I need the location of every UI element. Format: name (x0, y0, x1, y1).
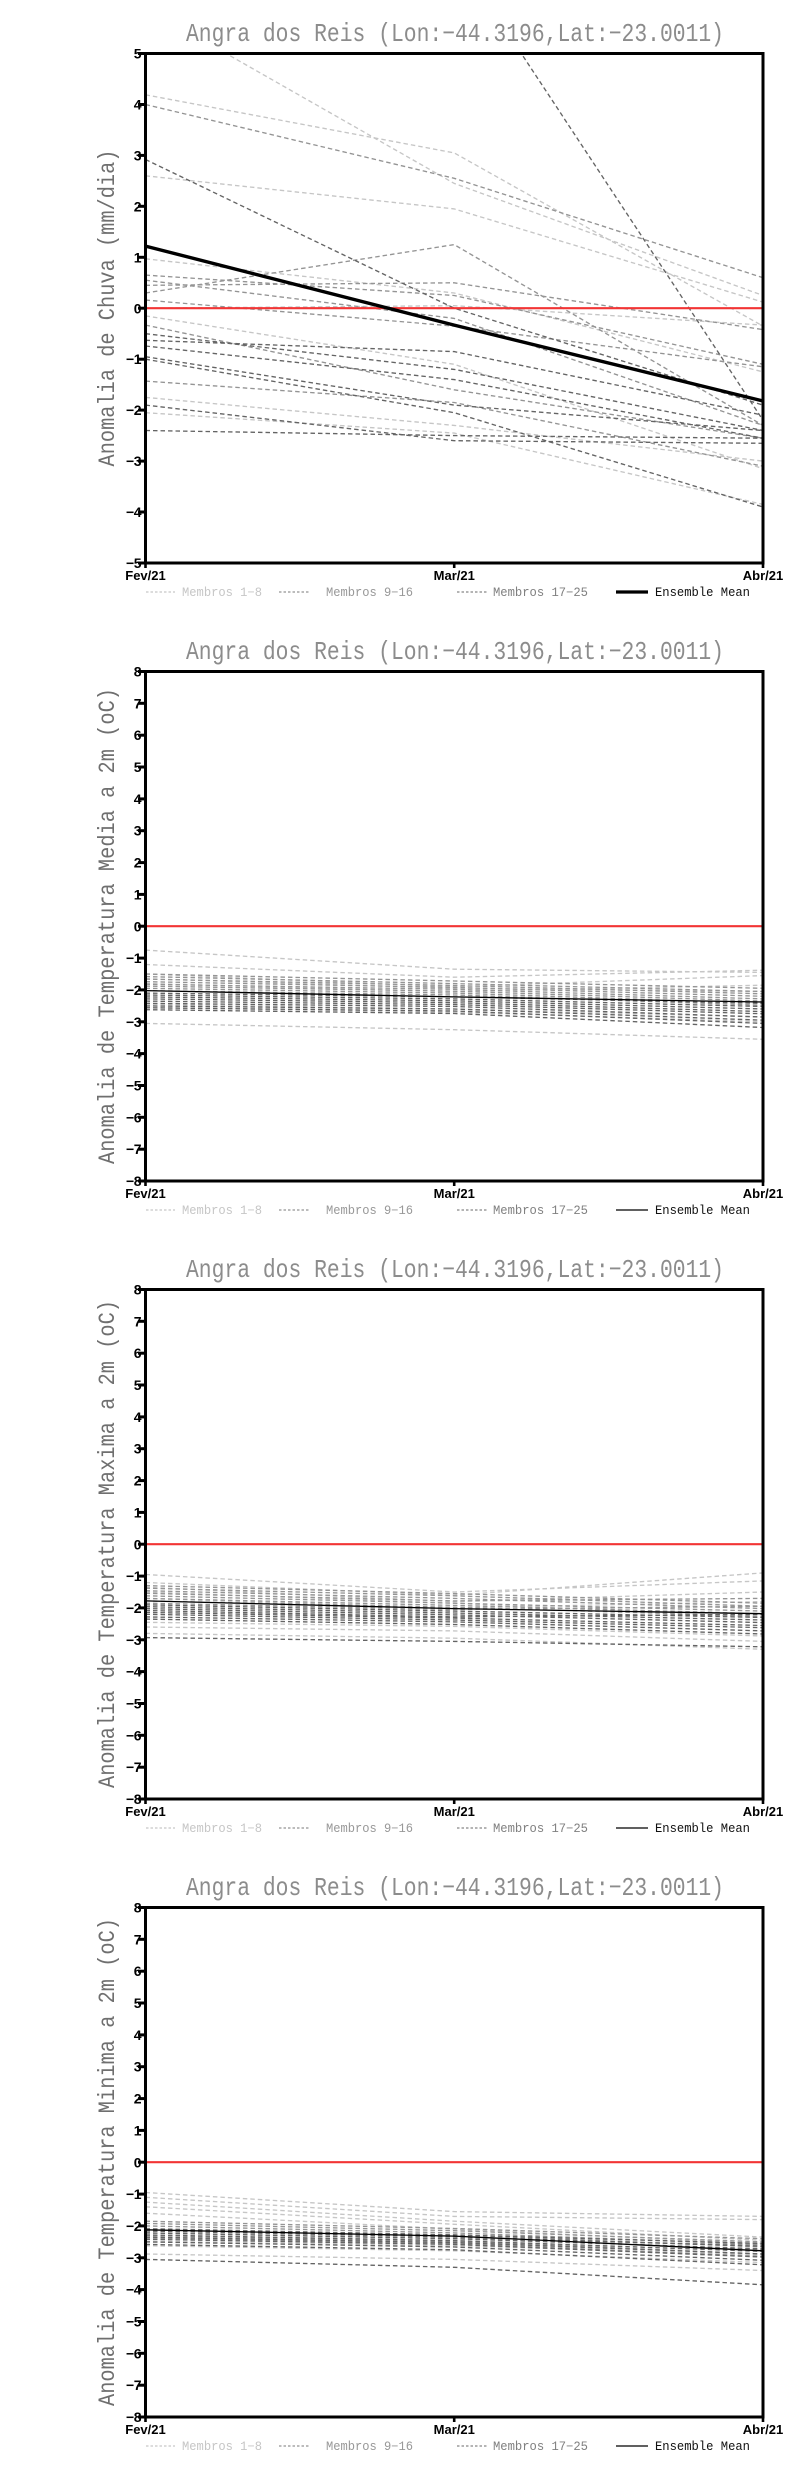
svg-text:−7: −7 (126, 2377, 142, 2393)
svg-text:4: 4 (134, 791, 142, 807)
svg-text:−6: −6 (126, 2345, 142, 2361)
svg-text:8: 8 (134, 1900, 142, 1916)
svg-text:Ensemble Mean: Ensemble Mean (655, 1822, 750, 1836)
svg-text:Angra dos Reis (Lon:−44.3196,L: Angra dos Reis (Lon:−44.3196,Lat:−23.001… (186, 19, 724, 49)
svg-text:Membros 9−16: Membros 9−16 (326, 586, 413, 600)
svg-text:−4: −4 (126, 1664, 142, 1680)
svg-text:0: 0 (134, 918, 142, 934)
svg-text:−5: −5 (126, 555, 142, 571)
svg-text:Angra dos Reis (Lon:−44.3196,L: Angra dos Reis (Lon:−44.3196,Lat:−23.001… (186, 1873, 724, 1903)
svg-text:−7: −7 (126, 1759, 142, 1775)
svg-text:−8: −8 (126, 1791, 142, 1807)
svg-text:−1: −1 (126, 950, 142, 966)
svg-text:3: 3 (134, 147, 142, 163)
svg-text:−5: −5 (126, 1077, 142, 1093)
svg-text:Angra dos Reis (Lon:−44.3196,L: Angra dos Reis (Lon:−44.3196,Lat:−23.001… (186, 637, 724, 667)
svg-text:−8: −8 (126, 1173, 142, 1189)
svg-text:−2: −2 (126, 1600, 142, 1616)
svg-text:Ensemble Mean: Ensemble Mean (655, 2440, 750, 2454)
svg-text:−3: −3 (126, 453, 142, 469)
svg-text:−5: −5 (126, 2313, 142, 2329)
svg-text:3: 3 (134, 2059, 142, 2075)
svg-text:0: 0 (134, 2154, 142, 2170)
svg-text:Membros 17−25: Membros 17−25 (493, 1822, 588, 1836)
svg-text:8: 8 (134, 664, 142, 680)
svg-text:−2: −2 (126, 402, 142, 418)
svg-text:−7: −7 (126, 1141, 142, 1157)
svg-text:−2: −2 (126, 982, 142, 998)
svg-text:−1: −1 (126, 1568, 142, 1584)
svg-text:1: 1 (134, 249, 142, 265)
svg-text:2: 2 (134, 1473, 142, 1489)
svg-text:−4: −4 (126, 1046, 142, 1062)
svg-text:−1: −1 (126, 351, 142, 367)
svg-text:0: 0 (134, 1536, 142, 1552)
svg-text:Ensemble Mean: Ensemble Mean (655, 586, 750, 600)
svg-text:Membros 9−16: Membros 9−16 (326, 1204, 413, 1218)
svg-text:7: 7 (134, 1313, 142, 1329)
svg-text:2: 2 (134, 855, 142, 871)
svg-text:0: 0 (134, 300, 142, 316)
svg-text:2: 2 (134, 198, 142, 214)
svg-text:Membros 1−8: Membros 1−8 (182, 1204, 262, 1218)
svg-text:−4: −4 (126, 504, 142, 520)
svg-text:5: 5 (134, 759, 142, 775)
svg-text:3: 3 (134, 1441, 142, 1457)
svg-text:Membros 1−8: Membros 1−8 (182, 586, 262, 600)
svg-text:Mar/21: Mar/21 (434, 1186, 475, 1201)
svg-text:7: 7 (134, 1931, 142, 1947)
svg-text:4: 4 (134, 1409, 142, 1425)
svg-text:−8: −8 (126, 2409, 142, 2425)
svg-text:−6: −6 (126, 1109, 142, 1125)
svg-text:6: 6 (134, 1963, 142, 1979)
svg-text:−2: −2 (126, 2218, 142, 2234)
svg-text:Anomalia de Chuva (mm/dia): Anomalia de Chuva (mm/dia) (95, 150, 121, 467)
svg-text:1: 1 (134, 886, 142, 902)
svg-text:Membros 17−25: Membros 17−25 (493, 586, 588, 600)
svg-text:−4: −4 (126, 2282, 142, 2298)
svg-text:−1: −1 (126, 2186, 142, 2202)
svg-text:1: 1 (134, 2122, 142, 2138)
svg-text:Mar/21: Mar/21 (434, 2422, 475, 2437)
svg-text:Membros 1−8: Membros 1−8 (182, 1822, 262, 1836)
svg-text:Fev/21: Fev/21 (125, 1804, 165, 1819)
svg-text:Anomalia de Temperatura Maxima: Anomalia de Temperatura Maxima a 2m (oC) (95, 1300, 121, 1788)
svg-text:−5: −5 (126, 1695, 142, 1711)
svg-text:−3: −3 (126, 1014, 142, 1030)
svg-text:1: 1 (134, 1504, 142, 1520)
svg-text:Fev/21: Fev/21 (125, 2422, 165, 2437)
svg-text:Membros 9−16: Membros 9−16 (326, 2440, 413, 2454)
svg-text:6: 6 (134, 727, 142, 743)
svg-text:Membros 17−25: Membros 17−25 (493, 2440, 588, 2454)
svg-text:4: 4 (134, 2027, 142, 2043)
svg-text:Abr/21: Abr/21 (743, 1186, 783, 1201)
svg-text:4: 4 (134, 96, 142, 112)
svg-text:5: 5 (134, 1377, 142, 1393)
svg-text:6: 6 (134, 1345, 142, 1361)
svg-text:Angra dos Reis (Lon:−44.3196,L: Angra dos Reis (Lon:−44.3196,Lat:−23.001… (186, 1255, 724, 1285)
svg-text:2: 2 (134, 2091, 142, 2107)
svg-text:Fev/21: Fev/21 (125, 1186, 165, 1201)
svg-text:−6: −6 (126, 1727, 142, 1743)
svg-text:Mar/21: Mar/21 (434, 1804, 475, 1819)
svg-text:7: 7 (134, 695, 142, 711)
svg-text:Mar/21: Mar/21 (434, 568, 475, 583)
svg-text:Fev/21: Fev/21 (125, 568, 165, 583)
svg-text:Ensemble Mean: Ensemble Mean (655, 1204, 750, 1218)
svg-text:5: 5 (134, 46, 142, 62)
svg-text:Anomalia de Temperatura Media: Anomalia de Temperatura Media a 2m (oC) (95, 688, 121, 1164)
svg-text:Abr/21: Abr/21 (743, 1804, 783, 1819)
svg-text:Abr/21: Abr/21 (743, 568, 783, 583)
svg-text:−3: −3 (126, 1632, 142, 1648)
svg-text:3: 3 (134, 823, 142, 839)
svg-text:Membros 17−25: Membros 17−25 (493, 1204, 588, 1218)
svg-text:−3: −3 (126, 2250, 142, 2266)
svg-text:Membros 1−8: Membros 1−8 (182, 2440, 262, 2454)
svg-text:Anomalia de Temperatura Minima: Anomalia de Temperatura Minima a 2m (oC) (95, 1918, 121, 2406)
svg-text:5: 5 (134, 1995, 142, 2011)
svg-text:Abr/21: Abr/21 (743, 2422, 783, 2437)
svg-text:8: 8 (134, 1282, 142, 1298)
svg-text:Membros 9−16: Membros 9−16 (326, 1822, 413, 1836)
